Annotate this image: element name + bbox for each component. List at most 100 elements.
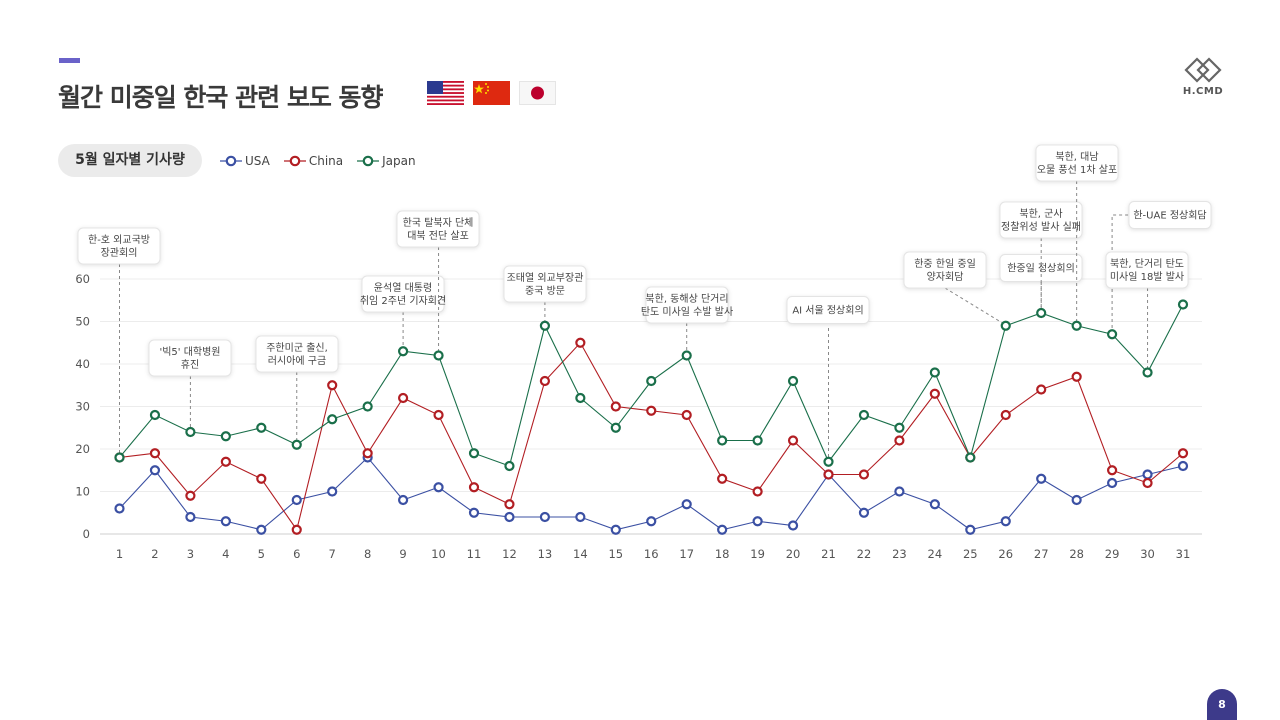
- data-point-usa: [717, 524, 728, 535]
- x-tick-label: 29: [1105, 547, 1120, 561]
- annotation-text: 주한미군 출신,: [266, 342, 328, 354]
- data-point-china: [681, 409, 692, 421]
- annotation-text: 정찰위성 발사 실패: [1001, 220, 1081, 233]
- y-tick-label: 10: [75, 485, 90, 499]
- data-point-usa: [681, 499, 692, 510]
- data-point-japan: [220, 431, 231, 442]
- data-point-japan: [752, 435, 763, 446]
- data-point-china: [291, 524, 302, 535]
- x-tick-label: 30: [1140, 547, 1155, 561]
- data-point-usa: [220, 516, 231, 527]
- x-tick-label: 21: [821, 547, 836, 561]
- annotation-text: 장관회의: [101, 247, 138, 259]
- data-point-china: [468, 482, 480, 493]
- annotation-text: 윤석열 대통령: [374, 282, 432, 294]
- annotation-leader: [944, 287, 1007, 326]
- series-china: [114, 337, 1189, 535]
- data-point-usa: [504, 511, 515, 523]
- y-tick-label: 30: [75, 400, 90, 414]
- data-point-china: [1106, 465, 1118, 476]
- data-point-japan: [646, 375, 657, 387]
- data-point-china: [220, 456, 231, 467]
- legend-item-usa: USA: [220, 154, 270, 168]
- x-tick-label: 31: [1176, 547, 1191, 561]
- legend-label-usa: USA: [245, 154, 270, 168]
- data-point-usa: [894, 486, 905, 497]
- annotation-box: [148, 339, 232, 377]
- data-point-china: [575, 337, 586, 348]
- data-point-usa: [256, 524, 267, 535]
- data-point-japan: [1106, 329, 1118, 340]
- annotation-text: 러시아에 구금: [268, 355, 326, 367]
- data-point-usa: [398, 494, 409, 506]
- data-point-china: [858, 469, 870, 480]
- data-point-usa: [539, 511, 551, 523]
- logo-mark-icon: [1184, 57, 1222, 83]
- annotation-box: [645, 286, 729, 324]
- annotation-text: 양자회담: [927, 271, 964, 283]
- annotation-text: 오물 풍선 1차 살포: [1037, 164, 1117, 176]
- annotation-text: 북한, 대남: [1055, 151, 1098, 163]
- x-tick-label: 27: [1034, 547, 1049, 561]
- x-tick-label: 1: [116, 547, 123, 561]
- x-tick-label: 14: [573, 547, 588, 561]
- data-point-usa: [752, 516, 763, 527]
- annotation-box: [396, 210, 480, 248]
- x-tick-label: 24: [928, 547, 943, 561]
- data-point-japan: [717, 435, 728, 446]
- data-point-usa: [114, 503, 125, 514]
- data-point-japan: [787, 375, 799, 387]
- legend-china-marker: [283, 155, 306, 167]
- y-tick-label: 20: [75, 442, 90, 456]
- annotation-text: 취임 2주년 기자회견: [360, 294, 446, 307]
- data-point-japan: [929, 367, 940, 378]
- x-tick-label: 17: [679, 547, 694, 561]
- series-japan: [114, 299, 1189, 472]
- data-point-usa: [185, 511, 196, 523]
- legend-japan-marker: [357, 155, 380, 167]
- data-point-china: [646, 405, 657, 416]
- annotation-box: [903, 251, 987, 289]
- annotation-text: 북한, 단거리 탄도: [1110, 258, 1184, 270]
- annotation-box: [1105, 251, 1189, 289]
- legend-usa-marker: [220, 155, 242, 167]
- x-tick-label: 12: [502, 547, 517, 561]
- annotation-box: [999, 201, 1083, 239]
- data-point-usa: [610, 524, 621, 535]
- data-point-china: [823, 469, 834, 480]
- data-point-usa: [1177, 460, 1189, 472]
- legend-label-japan: Japan: [382, 154, 416, 168]
- data-point-usa: [149, 465, 161, 476]
- data-point-china: [256, 473, 267, 484]
- annotation-text: 중국 방문: [525, 285, 565, 297]
- data-point-china: [1177, 448, 1189, 459]
- annotation-text: 탄도 미사일 수발 발사: [641, 306, 733, 318]
- x-tick-label: 15: [608, 547, 623, 561]
- x-tick-label: 19: [750, 547, 765, 561]
- y-tick-label: 50: [75, 315, 90, 329]
- data-point-japan: [185, 426, 196, 438]
- annotation-box: [77, 227, 161, 265]
- x-tick-label: 6: [293, 547, 300, 561]
- data-point-japan: [504, 460, 515, 472]
- annotation-text: 대북 전단 살포: [407, 230, 469, 242]
- data-point-china: [1142, 477, 1153, 489]
- x-tick-label: 13: [538, 547, 553, 561]
- annotation-text: 북한, 군사: [1019, 208, 1062, 220]
- page-title: 월간 미중일 한국 관련 보도 동향: [58, 83, 384, 112]
- x-tick-label: 4: [222, 547, 229, 561]
- annotation-box: [361, 275, 445, 313]
- annotation-box: [1035, 144, 1119, 182]
- company-logo: H.CMD: [1178, 56, 1228, 97]
- china-flag-icon: [473, 81, 510, 105]
- data-point-usa: [1071, 494, 1082, 506]
- data-point-japan: [894, 422, 905, 433]
- annotation-text: 한-호 외교국방: [88, 234, 150, 246]
